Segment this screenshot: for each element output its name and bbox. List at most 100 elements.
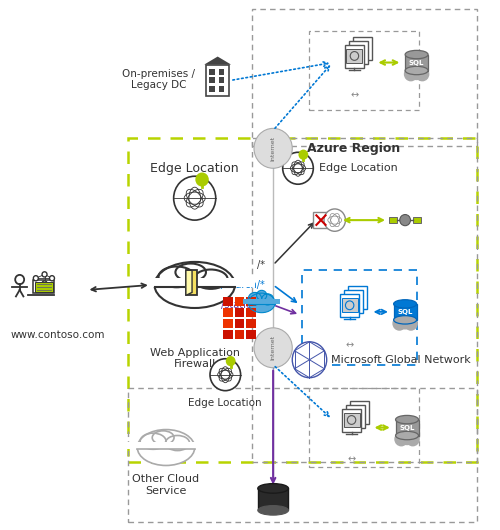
Polygon shape	[204, 57, 231, 65]
Ellipse shape	[405, 66, 428, 75]
Ellipse shape	[258, 506, 288, 515]
Text: www.contoso.com: www.contoso.com	[10, 330, 105, 340]
Text: ↔: ↔	[346, 340, 354, 350]
Bar	[346, 49, 362, 63]
Circle shape	[210, 359, 240, 391]
Circle shape	[34, 276, 38, 281]
Circle shape	[406, 432, 419, 446]
Bar	[209, 68, 215, 75]
Ellipse shape	[248, 293, 262, 305]
Bar	[310, 387, 420, 467]
Bar	[224, 297, 233, 306]
Bar	[342, 298, 357, 312]
Text: Azure Region: Azure Region	[306, 142, 400, 155]
Ellipse shape	[152, 431, 174, 445]
Bar	[302, 270, 416, 365]
Text: Edge Location: Edge Location	[319, 163, 398, 173]
Circle shape	[42, 281, 47, 286]
Circle shape	[404, 67, 417, 81]
Bar	[413, 217, 421, 223]
Text: Edge Location: Edge Location	[188, 398, 262, 408]
Text: Web Application
Firewall: Web Application Firewall	[150, 348, 240, 369]
Circle shape	[404, 317, 417, 330]
Bar	[394, 304, 416, 320]
Text: SQL: SQL	[398, 309, 413, 315]
Circle shape	[400, 318, 410, 329]
Bar	[246, 330, 256, 339]
Text: Edge Location: Edge Location	[150, 162, 239, 175]
Bar	[405, 55, 428, 70]
Ellipse shape	[256, 290, 266, 300]
Ellipse shape	[176, 263, 206, 281]
Circle shape	[416, 67, 428, 81]
Bar	[246, 297, 256, 306]
Text: SQL: SQL	[400, 425, 414, 430]
Ellipse shape	[158, 267, 194, 287]
Circle shape	[400, 215, 410, 226]
Ellipse shape	[405, 50, 428, 59]
Bar	[350, 401, 369, 423]
Bar	[246, 319, 256, 328]
Circle shape	[226, 356, 235, 366]
Circle shape	[196, 172, 209, 187]
Circle shape	[292, 342, 326, 378]
Ellipse shape	[166, 436, 190, 450]
Text: On-premises /
Legacy DC: On-premises / Legacy DC	[122, 68, 195, 90]
Bar	[218, 68, 224, 75]
Bar	[252, 8, 477, 146]
Bar	[34, 279, 54, 293]
Circle shape	[254, 128, 292, 168]
Bar	[396, 420, 418, 436]
Circle shape	[402, 434, 412, 445]
Ellipse shape	[394, 316, 416, 324]
Text: Internet: Internet	[270, 136, 276, 161]
Bar	[34, 281, 53, 292]
Ellipse shape	[154, 262, 235, 308]
Bar	[346, 404, 365, 428]
Ellipse shape	[194, 270, 228, 289]
Circle shape	[412, 69, 422, 80]
Bar	[252, 138, 477, 463]
Bar	[209, 77, 215, 84]
Bar	[314, 212, 328, 228]
Bar	[342, 409, 361, 431]
Polygon shape	[186, 270, 192, 295]
Bar	[235, 297, 244, 306]
Ellipse shape	[262, 294, 274, 305]
Bar	[134, 278, 255, 287]
Circle shape	[324, 209, 345, 231]
Bar	[389, 217, 397, 223]
Bar	[218, 77, 224, 84]
Ellipse shape	[140, 433, 166, 449]
Bar	[224, 308, 233, 317]
Ellipse shape	[138, 430, 194, 465]
Ellipse shape	[258, 484, 288, 493]
Bar	[128, 387, 477, 523]
Circle shape	[393, 317, 406, 330]
Bar	[206, 65, 229, 96]
Bar	[224, 330, 233, 339]
Text: /statics/*: /statics/*	[221, 300, 264, 310]
Bar	[128, 138, 477, 463]
Ellipse shape	[394, 299, 416, 308]
Text: ↔: ↔	[348, 455, 356, 464]
Bar	[344, 413, 359, 427]
Ellipse shape	[396, 416, 418, 424]
Bar	[340, 294, 359, 317]
Bar	[344, 290, 363, 313]
Bar	[186, 270, 197, 295]
Bar	[352, 37, 372, 59]
Text: Microsoft Global Network: Microsoft Global Network	[330, 355, 470, 365]
Circle shape	[395, 432, 407, 446]
Bar	[224, 319, 233, 328]
Circle shape	[42, 272, 47, 277]
Circle shape	[50, 276, 54, 281]
Bar	[348, 286, 367, 309]
Bar	[345, 45, 364, 67]
Circle shape	[298, 149, 308, 160]
Bar	[123, 442, 209, 449]
Bar	[218, 86, 224, 92]
Circle shape	[282, 152, 314, 184]
Circle shape	[254, 328, 292, 368]
Text: /search/*: /search/*	[221, 280, 264, 290]
